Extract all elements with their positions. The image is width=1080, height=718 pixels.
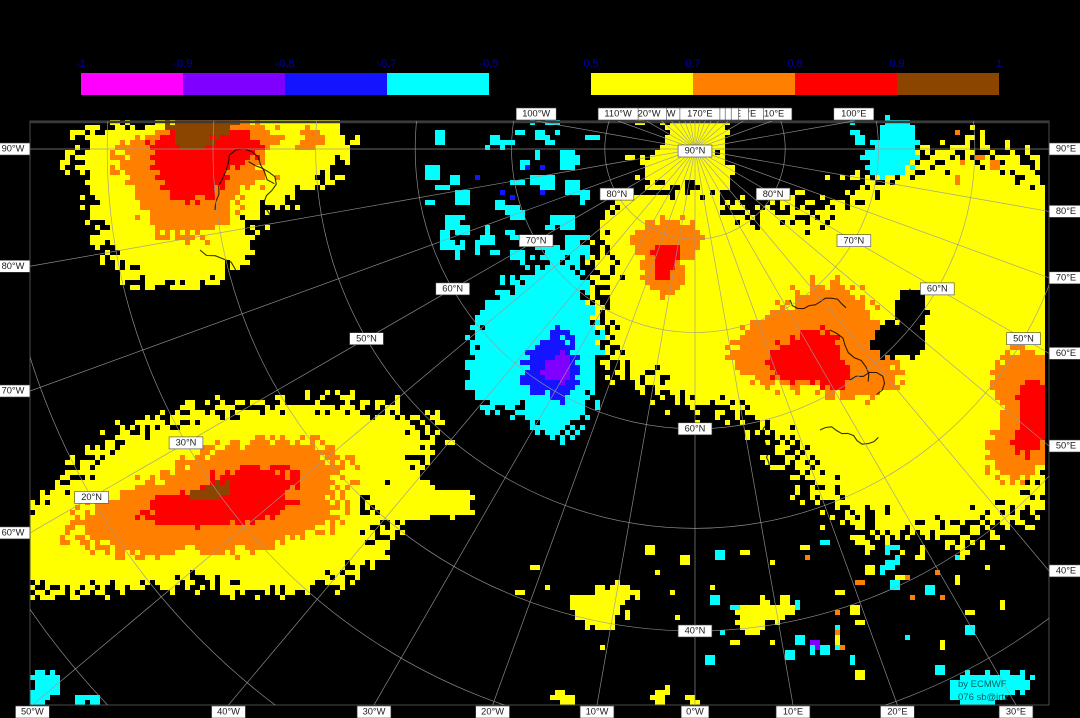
svg-text:80°N: 80°N	[763, 189, 784, 199]
svg-text:70°N: 70°N	[844, 235, 865, 245]
svg-text:-0.5: -0.5	[480, 58, 499, 70]
svg-text:10°E: 10°E	[783, 707, 803, 717]
svg-text:30°W: 30°W	[363, 707, 386, 717]
svg-text:70°N: 70°N	[526, 235, 547, 245]
svg-text:90°E: 90°E	[1056, 144, 1076, 154]
svg-text:60°N: 60°N	[927, 284, 948, 294]
svg-text:30°N: 30°N	[176, 438, 197, 448]
svg-text:60°N: 60°N	[685, 424, 706, 434]
svg-text:60°W: 60°W	[2, 528, 25, 538]
svg-text:60°E: 60°E	[1056, 348, 1076, 358]
svg-text:50°E: 50°E	[1056, 441, 1076, 451]
svg-text:-1: -1	[76, 58, 86, 70]
svg-text:90°N: 90°N	[685, 146, 706, 156]
svg-text:0.9: 0.9	[889, 58, 904, 70]
svg-text:170°E: 170°E	[687, 109, 712, 119]
svg-text:0.7: 0.7	[685, 58, 700, 70]
svg-text:0.5: 0.5	[583, 58, 598, 70]
svg-text:20°W: 20°W	[481, 707, 504, 717]
svg-text:0°W: 0°W	[686, 707, 704, 717]
svg-text:50°W: 50°W	[21, 707, 44, 717]
svg-text:50°N: 50°N	[356, 333, 377, 343]
svg-text:by ECMWF: by ECMWF	[958, 679, 1007, 690]
svg-text:60°N: 60°N	[442, 284, 463, 294]
svg-text:-0.8: -0.8	[276, 58, 295, 70]
svg-text:90°W: 90°W	[2, 144, 25, 154]
svg-text:40°E: 40°E	[1056, 566, 1076, 576]
svg-text:80°N: 80°N	[607, 189, 628, 199]
svg-text:-0.9: -0.9	[174, 58, 193, 70]
svg-text:50°N: 50°N	[1013, 333, 1034, 343]
svg-text:70°E: 70°E	[1056, 273, 1076, 283]
svg-text:076 sb@irtz: 076 sb@irtz	[958, 692, 1009, 703]
svg-text:40°N: 40°N	[685, 626, 706, 636]
svg-text:40°W: 40°W	[217, 707, 240, 717]
svg-text:30°E: 30°E	[1006, 707, 1026, 717]
svg-text:80°E: 80°E	[1056, 206, 1076, 216]
svg-text:0.8: 0.8	[787, 58, 802, 70]
svg-text:20°E: 20°E	[887, 707, 907, 717]
svg-text:10°W: 10°W	[586, 707, 609, 717]
svg-text:100°E: 100°E	[841, 109, 866, 119]
svg-text:100°W: 100°W	[522, 109, 550, 119]
svg-text:20°N: 20°N	[81, 492, 102, 502]
svg-text:110°W: 110°W	[604, 109, 632, 119]
svg-text:80°W: 80°W	[2, 261, 25, 271]
svg-text:1: 1	[996, 58, 1002, 70]
svg-text:70°W: 70°W	[2, 386, 25, 396]
svg-text:-0.7: -0.7	[378, 58, 397, 70]
